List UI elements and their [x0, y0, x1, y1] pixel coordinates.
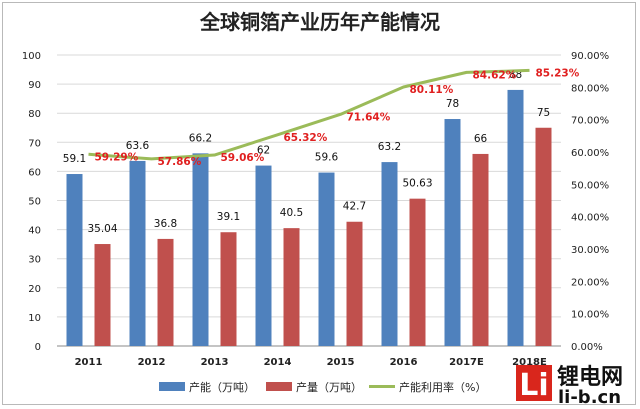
- watermark-site-name: 锂电网: [557, 364, 623, 390]
- production-data-label: 66: [474, 133, 488, 145]
- bar-capacity: [255, 165, 272, 346]
- utilization-data-label: 59.06%: [221, 152, 265, 164]
- y2-tick-label: 60.00%: [571, 148, 609, 159]
- bar-production: [94, 244, 111, 346]
- capacity-data-label: 78: [446, 98, 459, 110]
- legend-swatch-production: [266, 382, 292, 391]
- utilization-data-label: 65.32%: [284, 132, 328, 144]
- capacity-data-label: 63.6: [126, 140, 150, 152]
- y-tick-label: 90: [28, 80, 41, 91]
- bar-capacity: [507, 89, 524, 347]
- bar-capacity: [192, 153, 209, 346]
- bar-production: [472, 153, 489, 346]
- x-tick-label: 2017E: [449, 357, 484, 368]
- capacity-data-label: 62: [257, 145, 270, 157]
- y-tick-label: 10: [28, 313, 41, 324]
- y2-tick-label: 40.00%: [571, 213, 609, 224]
- bar-capacity: [318, 172, 335, 346]
- y-tick-label: 20: [28, 284, 41, 295]
- bar-production: [346, 221, 363, 346]
- utilization-data-label: 59.29%: [95, 151, 139, 163]
- watermark-logo-box: [516, 365, 552, 401]
- legend: 产能（万吨） 产量（万吨） 产能利用率（%）: [159, 380, 486, 394]
- y2-tick-label: 0.00%: [571, 342, 603, 353]
- bar-production: [157, 238, 174, 346]
- capacity-data-label: 63.2: [378, 141, 401, 153]
- y2-tick-label: 70.00%: [571, 116, 609, 127]
- bar-production: [220, 232, 237, 346]
- x-tick-label: 2014: [264, 357, 292, 368]
- y-tick-label: 30: [28, 255, 41, 266]
- y2-tick-label: 30.00%: [571, 245, 609, 256]
- legend-label-utilization: 产能利用率（%）: [399, 380, 486, 394]
- y-tick-label: 40: [28, 226, 41, 237]
- watermark-url: li-b.cn: [558, 387, 621, 406]
- y-tick-label: 0: [35, 342, 41, 353]
- capacity-data-label: 59.6: [315, 152, 339, 164]
- utilization-data-label: 84.62%: [473, 69, 517, 81]
- production-data-label: 40.5: [280, 207, 303, 219]
- x-tick-label: 2013: [201, 357, 229, 368]
- y-tick-label: 100: [22, 51, 41, 62]
- capacity-data-label: 59.1: [63, 153, 86, 165]
- production-data-label: 75: [537, 107, 550, 119]
- watermark-logo: Li 锂电网 li-b.cn: [516, 364, 623, 406]
- y2-tick-label: 90.00%: [571, 51, 609, 62]
- left-axis: 0 10 20 30 40 50 60 70 80 90 100: [22, 51, 41, 353]
- utilization-data-label: 80.11%: [410, 84, 454, 96]
- production-data-label: 39.1: [217, 211, 240, 223]
- bar-capacity: [444, 119, 461, 347]
- chart-canvas: 全球铜箔产业历年产能情况 0 10 20 30 40 50 60 70 80 90 100 0.00…: [22, 10, 623, 406]
- utilization-line: [88, 68, 530, 161]
- capacity-data-label: 66.2: [189, 132, 212, 144]
- utilization-data-label: 71.64%: [347, 111, 391, 123]
- chart-frame: 全球铜箔产业历年产能情况 0 10 20 30 40 50 60 70 80 90 100 0.00…: [2, 2, 636, 406]
- utilization-data-label: 85.23%: [536, 67, 580, 79]
- chart-title: 全球铜箔产业历年产能情况: [199, 10, 440, 34]
- legend-label-production: 产量（万吨）: [296, 380, 362, 394]
- y2-tick-label: 80.00%: [571, 83, 609, 94]
- legend-label-capacity: 产能（万吨）: [189, 380, 255, 394]
- x-tick-label: 2015: [327, 357, 355, 368]
- x-tick-label: 2018E: [512, 357, 547, 368]
- bar-capacity: [381, 162, 398, 346]
- utilization-data-label: 57.86%: [158, 156, 202, 168]
- line-series: 59.29% 57.86% 59.06% 65.32% 71.64% 80.11% 84.6…: [88, 67, 580, 168]
- legend-swatch-capacity: [159, 382, 185, 391]
- y-tick-label: 70: [28, 138, 41, 149]
- production-data-label: 36.8: [154, 218, 177, 230]
- bar-capacity: [66, 174, 83, 346]
- y-tick-label: 60: [28, 167, 41, 178]
- bar-production: [535, 127, 552, 346]
- bar-production: [283, 228, 300, 346]
- y2-tick-label: 50.00%: [571, 180, 609, 191]
- x-tick-label: 2016: [390, 357, 418, 368]
- bar-production: [409, 198, 426, 346]
- y-tick-label: 80: [28, 109, 41, 120]
- x-tick-label: 2012: [138, 357, 166, 368]
- production-data-label: 42.7: [343, 201, 366, 213]
- x-axis: 2011 2012 2013 2014 2015 2016 2017E 2018E: [75, 357, 547, 368]
- y-tick-label: 50: [28, 197, 41, 208]
- y2-tick-label: 20.00%: [571, 277, 609, 288]
- y2-tick-label: 10.00%: [571, 310, 609, 321]
- x-tick-label: 2011: [75, 357, 103, 368]
- watermark-logo-letters: Li: [519, 368, 548, 403]
- bar-series: 59.1 35.04 63.6 36.8 66.2 39.1 62 40.5 59.6 42.7 6…: [63, 69, 552, 347]
- bar-capacity: [129, 160, 146, 346]
- right-axis: 0.00% 10.00% 20.00% 30.00% 40.00% 50.00% 60.00…: [571, 51, 609, 353]
- production-data-label: 35.04: [87, 223, 117, 235]
- production-data-label: 50.63: [402, 178, 432, 190]
